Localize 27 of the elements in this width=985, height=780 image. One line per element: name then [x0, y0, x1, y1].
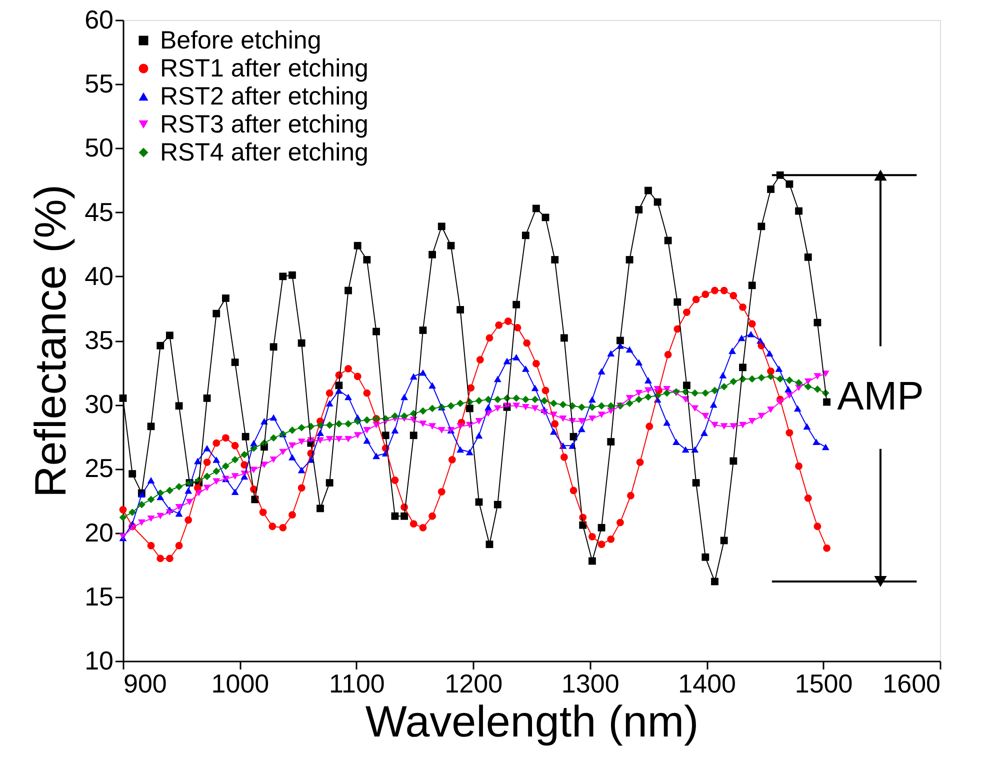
legend-label: RST2 after etching — [160, 82, 368, 110]
y-axis-title: Reflectance (%) — [26, 184, 76, 498]
y-tick-label: 40 — [84, 260, 114, 291]
x-tick-label: 1500 — [794, 668, 853, 698]
x-tick-label: 1100 — [328, 668, 385, 698]
y-tick-label: 55 — [84, 68, 114, 99]
y-tick-label: 45 — [84, 196, 114, 227]
legend-label: Before etching — [160, 26, 322, 54]
x-tick-label: 900 — [124, 668, 167, 698]
legend-label: RST3 after etching — [160, 110, 368, 138]
legend-label: RST4 after etching — [160, 138, 368, 166]
y-tick-label: 60 — [84, 4, 114, 34]
y-tick-label: 35 — [84, 325, 114, 355]
legend-label: RST1 after etching — [160, 54, 368, 82]
annotation: AMP — [837, 374, 924, 419]
y-tick-label: 50 — [84, 132, 114, 163]
y-tick-label: 15 — [84, 581, 114, 612]
x-tick-label: 1600 — [882, 668, 940, 698]
x-tick-label: 1200 — [444, 668, 503, 698]
y-tick-label: 25 — [84, 453, 114, 484]
y-tick-label: 10 — [84, 646, 114, 676]
x-tick-label: 1300 — [561, 668, 620, 698]
y-tick-label: 20 — [84, 517, 114, 548]
y-tick-label: 30 — [84, 389, 114, 420]
x-tick-label: 1400 — [678, 668, 736, 698]
x-tick-label: 1000 — [211, 668, 270, 698]
x-axis-title: Wavelength (nm) — [365, 698, 699, 746]
